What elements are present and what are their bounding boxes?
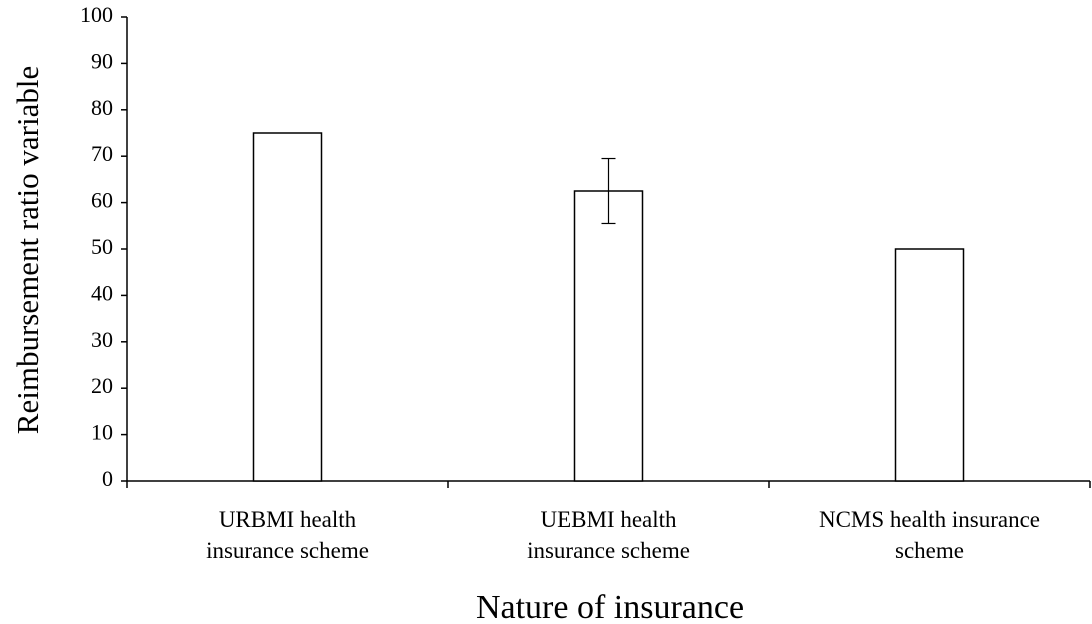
y-tick-label: 40: [91, 280, 113, 305]
y-tick-label: 50: [91, 234, 113, 259]
x-axis-label: Nature of insurance: [476, 589, 744, 624]
y-tick-label: 80: [91, 95, 113, 120]
y-tick-label: 30: [91, 327, 113, 352]
bar: [894, 248, 965, 482]
x-tick-label: scheme: [895, 538, 964, 563]
y-tick-label: 90: [91, 48, 113, 73]
bar: [573, 190, 644, 482]
y-tick-label: 60: [91, 188, 113, 213]
y-tick-label: 100: [80, 2, 113, 27]
y-tick-label: 0: [102, 466, 113, 491]
x-tick-label: NCMS health insurance: [819, 507, 1040, 532]
x-tick-label: UEBMI health: [540, 507, 677, 532]
x-tick-label: insurance scheme: [527, 538, 690, 563]
x-tick-label: URBMI health: [219, 507, 357, 532]
bar: [252, 132, 323, 482]
y-tick-label: 70: [91, 141, 113, 166]
x-tick-label: insurance scheme: [206, 538, 369, 563]
y-tick-label: 20: [91, 373, 113, 398]
y-axis-label: Reimbursement ratio variable: [10, 66, 45, 434]
y-tick-label: 10: [91, 420, 113, 445]
